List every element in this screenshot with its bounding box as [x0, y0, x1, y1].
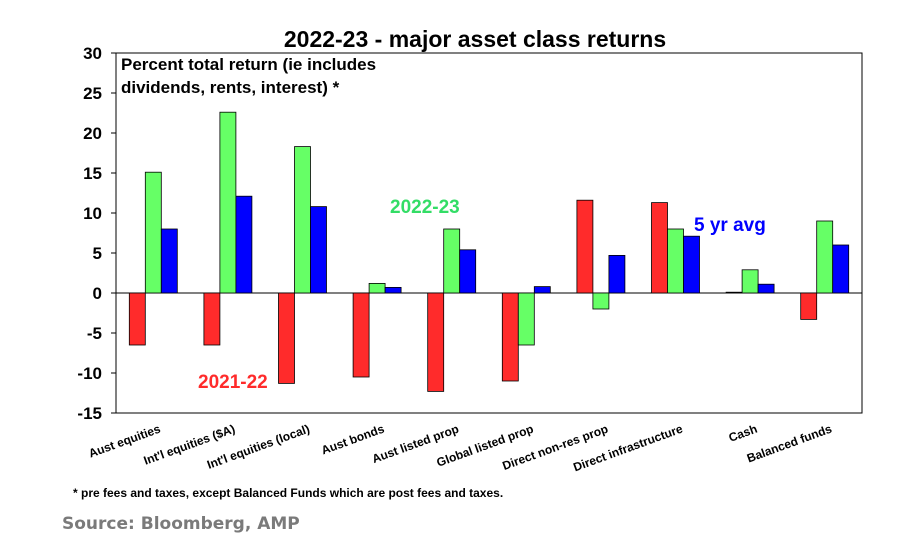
bar-2021-22 — [576, 199, 594, 294]
bar-2021-22 — [725, 291, 743, 294]
bar-chart: 2022-23 - major asset class returns Perc… — [73, 26, 863, 500]
y-tick-label: 5 — [93, 244, 102, 263]
bar-2021-22 — [278, 292, 295, 384]
bar-5-yr-avg — [235, 195, 253, 294]
series-label: 2021-22 — [198, 372, 268, 393]
bar-5-yr-avg — [683, 235, 700, 294]
bar-2021-22 — [501, 292, 519, 382]
y-tick-label: 0 — [93, 284, 102, 303]
chart-subtitle-line-1: Percent total return (ie includes — [121, 55, 376, 74]
y-tick-label: 15 — [83, 164, 102, 183]
series-label: 5 yr avg — [694, 215, 766, 236]
bar-2021-22 — [800, 292, 818, 320]
bar-2022-23 — [294, 146, 311, 294]
y-tick-label: -10 — [77, 364, 102, 383]
bar-2022-23 — [219, 111, 237, 294]
bar-5-yr-avg — [832, 244, 850, 294]
bar-2022-23 — [517, 292, 535, 346]
bar-2021-22 — [352, 292, 370, 378]
bar-5-yr-avg — [160, 228, 178, 294]
y-tick-label: 10 — [83, 204, 102, 223]
y-tick-label: -15 — [77, 404, 102, 423]
y-tick-label: 20 — [83, 124, 102, 143]
bar-5-yr-avg — [608, 254, 626, 294]
source-note: Source: Bloomberg, AMP — [62, 514, 300, 534]
bar-5-yr-avg — [310, 206, 327, 294]
bar-2022-23 — [667, 228, 684, 294]
chart-title: 2022-23 - major asset class returns — [284, 26, 666, 52]
x-tick-label: Cash — [727, 422, 759, 445]
y-tick-label: -5 — [87, 324, 102, 343]
bar-2022-23 — [368, 282, 386, 294]
chart-subtitle-line-2: dividends, rents, interest) * — [121, 78, 340, 97]
chart-footnote: * pre fees and taxes, except Balanced Fu… — [73, 486, 503, 500]
bar-2021-22 — [651, 202, 668, 294]
plot-frame — [115, 52, 863, 414]
bar-5-yr-avg — [533, 286, 551, 294]
bar-2022-23 — [443, 228, 461, 294]
bar-5-yr-avg — [459, 249, 477, 294]
bar-2021-22 — [427, 292, 445, 392]
bar-2022-23 — [144, 171, 162, 294]
bar-5-yr-avg — [384, 286, 402, 294]
y-tick-label: 25 — [83, 84, 102, 103]
bar-2022-23 — [741, 269, 759, 294]
bar-2021-22 — [128, 292, 146, 346]
x-tick-label: Balanced funds — [745, 422, 834, 466]
bar-2022-23 — [816, 220, 834, 294]
y-tick-label: 30 — [83, 44, 102, 63]
bar-2022-23 — [592, 292, 610, 310]
bar-2021-22 — [203, 292, 221, 346]
bar-5-yr-avg — [757, 283, 775, 294]
series-label: 2022-23 — [390, 197, 460, 218]
